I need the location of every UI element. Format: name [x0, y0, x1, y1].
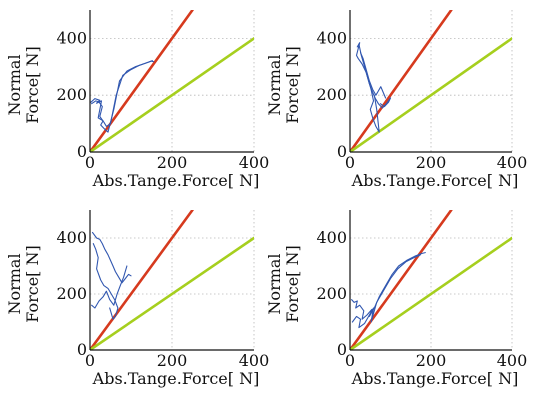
y-tick-label: 400	[56, 228, 87, 247]
x-tick-label: 200	[416, 153, 447, 172]
y-axis-label-line2: Force[ N]	[23, 245, 42, 323]
x-tick-label: 200	[416, 351, 447, 370]
x-axis-label: Abs.Tange.Force[ N]	[92, 369, 260, 388]
y-tick-label: 200	[56, 85, 87, 104]
x-axis-label: Abs.Tange.Force[ N]	[351, 369, 519, 388]
y-tick-label: 200	[56, 284, 87, 303]
y-tick-label: 200	[316, 85, 347, 104]
force-trace-line	[351, 252, 426, 320]
y-axis-label-line2: Force[ N]	[23, 46, 42, 124]
force-trace-line	[359, 52, 387, 99]
y-axis-label-line1: Normal	[5, 54, 24, 115]
force-trace-line	[91, 231, 132, 284]
y-axis-label-line1: Normal	[5, 253, 24, 314]
x-tick-label: 400	[239, 351, 270, 370]
x-tick-label: 200	[157, 153, 188, 172]
reference-line-red	[90, 210, 194, 350]
reference-line-green	[90, 37, 254, 152]
y-tick-label: 200	[316, 284, 347, 303]
reference-line-green	[90, 236, 254, 350]
x-tick-label: 400	[239, 153, 270, 172]
x-tick-label: 200	[157, 351, 188, 370]
reference-line-red	[90, 10, 194, 152]
reference-line-green	[350, 37, 512, 152]
x-tick-label: 0	[345, 351, 355, 370]
y-tick-label: 400	[316, 28, 347, 47]
force-trace-line	[90, 60, 155, 133]
y-tick-label: 400	[316, 228, 347, 247]
y-axis-label-line2: Force[ N]	[283, 46, 302, 124]
x-tick-label: 0	[345, 153, 355, 172]
x-tick-label: 0	[85, 351, 95, 370]
x-axis-label: Abs.Tange.Force[ N]	[92, 171, 260, 190]
x-tick-label: 400	[497, 351, 528, 370]
y-tick-label: 0	[77, 340, 87, 359]
force-trace-line	[358, 43, 380, 133]
x-tick-label: 0	[85, 153, 95, 172]
force-trace-line	[92, 243, 119, 320]
y-axis-label-line1: Normal	[265, 54, 284, 115]
force-trace-line	[91, 60, 153, 127]
x-axis-label: Abs.Tange.Force[ N]	[351, 171, 519, 190]
force-trace-line	[91, 265, 128, 309]
x-tick-label: 400	[497, 153, 528, 172]
force-trace-line	[351, 254, 422, 329]
y-tick-label: 0	[77, 142, 87, 161]
y-axis-label-line2: Force[ N]	[283, 245, 302, 323]
y-tick-label: 0	[337, 340, 347, 359]
y-tick-label: 0	[337, 142, 347, 161]
reference-line-green	[350, 236, 512, 350]
y-tick-label: 400	[56, 28, 87, 47]
reference-line-red	[350, 210, 453, 350]
y-axis-label-line1: Normal	[265, 253, 284, 314]
reference-line-red	[350, 10, 453, 152]
